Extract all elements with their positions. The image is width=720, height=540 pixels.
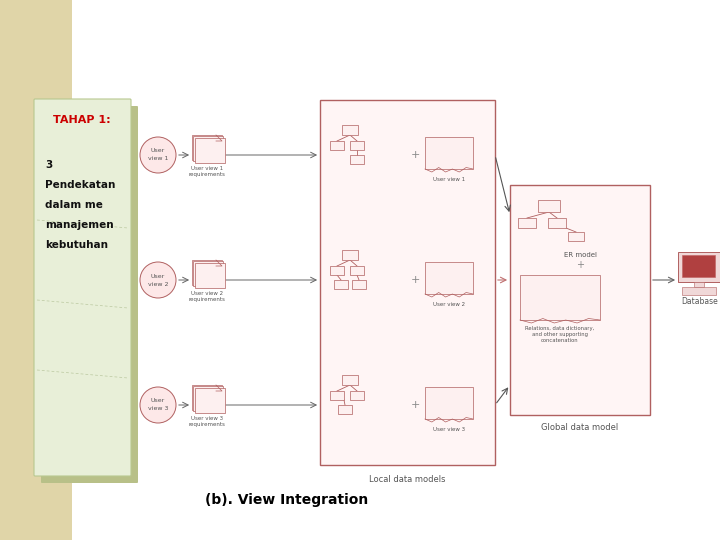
Text: User view 2: User view 2 (433, 302, 465, 307)
Bar (425, 387, 473, 419)
Bar (350, 155, 364, 164)
Bar (192, 260, 222, 285)
Circle shape (140, 262, 176, 298)
Text: view 3: view 3 (148, 407, 168, 411)
Bar (195, 138, 225, 163)
Bar (342, 250, 358, 260)
Text: User: User (151, 399, 165, 403)
Text: view 2: view 2 (148, 281, 168, 287)
Circle shape (140, 387, 176, 423)
Text: Relations, data dictionary,
and other supporting
concatenation: Relations, data dictionary, and other su… (526, 326, 595, 342)
Text: User: User (151, 273, 165, 279)
Text: Pendekatan: Pendekatan (45, 180, 115, 190)
Bar (193, 386, 223, 411)
Bar (425, 262, 473, 294)
Bar (193, 261, 223, 286)
Bar (330, 141, 344, 150)
Bar (350, 266, 364, 275)
Bar (192, 135, 222, 160)
Text: User view 2
requirements: User view 2 requirements (189, 291, 225, 302)
Text: User view 3: User view 3 (433, 427, 465, 432)
Text: +: + (410, 150, 420, 160)
Bar (568, 232, 584, 241)
Bar (694, 282, 704, 287)
Bar (330, 391, 344, 400)
FancyBboxPatch shape (41, 106, 138, 483)
Text: User view 3
requirements: User view 3 requirements (189, 416, 225, 427)
Bar (538, 200, 560, 212)
Bar (682, 255, 715, 277)
Bar (195, 263, 225, 288)
Text: 3: 3 (45, 160, 53, 170)
Bar (334, 280, 348, 289)
Bar (342, 125, 358, 135)
Bar (682, 287, 716, 295)
Bar (350, 391, 364, 400)
Text: Database: Database (682, 298, 719, 307)
Bar (510, 185, 650, 415)
Bar (0, 0, 72, 540)
Bar (520, 275, 600, 320)
Text: view 1: view 1 (148, 157, 168, 161)
Bar (342, 375, 358, 385)
Bar (193, 136, 223, 161)
Text: Global data model: Global data model (541, 423, 618, 432)
Text: (b). View Integration: (b). View Integration (205, 493, 368, 507)
Text: +: + (410, 400, 420, 410)
Text: +: + (410, 275, 420, 285)
Bar (352, 280, 366, 289)
Bar (338, 405, 352, 414)
Bar (192, 385, 222, 410)
Text: Local data models: Local data models (369, 475, 446, 484)
Bar (320, 100, 495, 465)
Text: +: + (576, 260, 584, 270)
Bar (678, 252, 720, 282)
Text: User: User (151, 148, 165, 153)
Text: TAHAP 1:: TAHAP 1: (53, 115, 111, 125)
Bar (195, 388, 225, 413)
Bar (350, 141, 364, 150)
Text: kebutuhan: kebutuhan (45, 240, 108, 250)
Circle shape (140, 137, 176, 173)
Bar (518, 218, 536, 228)
Text: User view 1: User view 1 (433, 177, 465, 182)
FancyBboxPatch shape (34, 99, 131, 476)
Text: ER model: ER model (564, 252, 596, 258)
Text: User view 1
requirements: User view 1 requirements (189, 166, 225, 177)
Bar (548, 218, 566, 228)
Bar (330, 266, 344, 275)
Bar (425, 137, 473, 169)
Text: dalam me: dalam me (45, 200, 103, 210)
Text: manajemen: manajemen (45, 220, 114, 230)
